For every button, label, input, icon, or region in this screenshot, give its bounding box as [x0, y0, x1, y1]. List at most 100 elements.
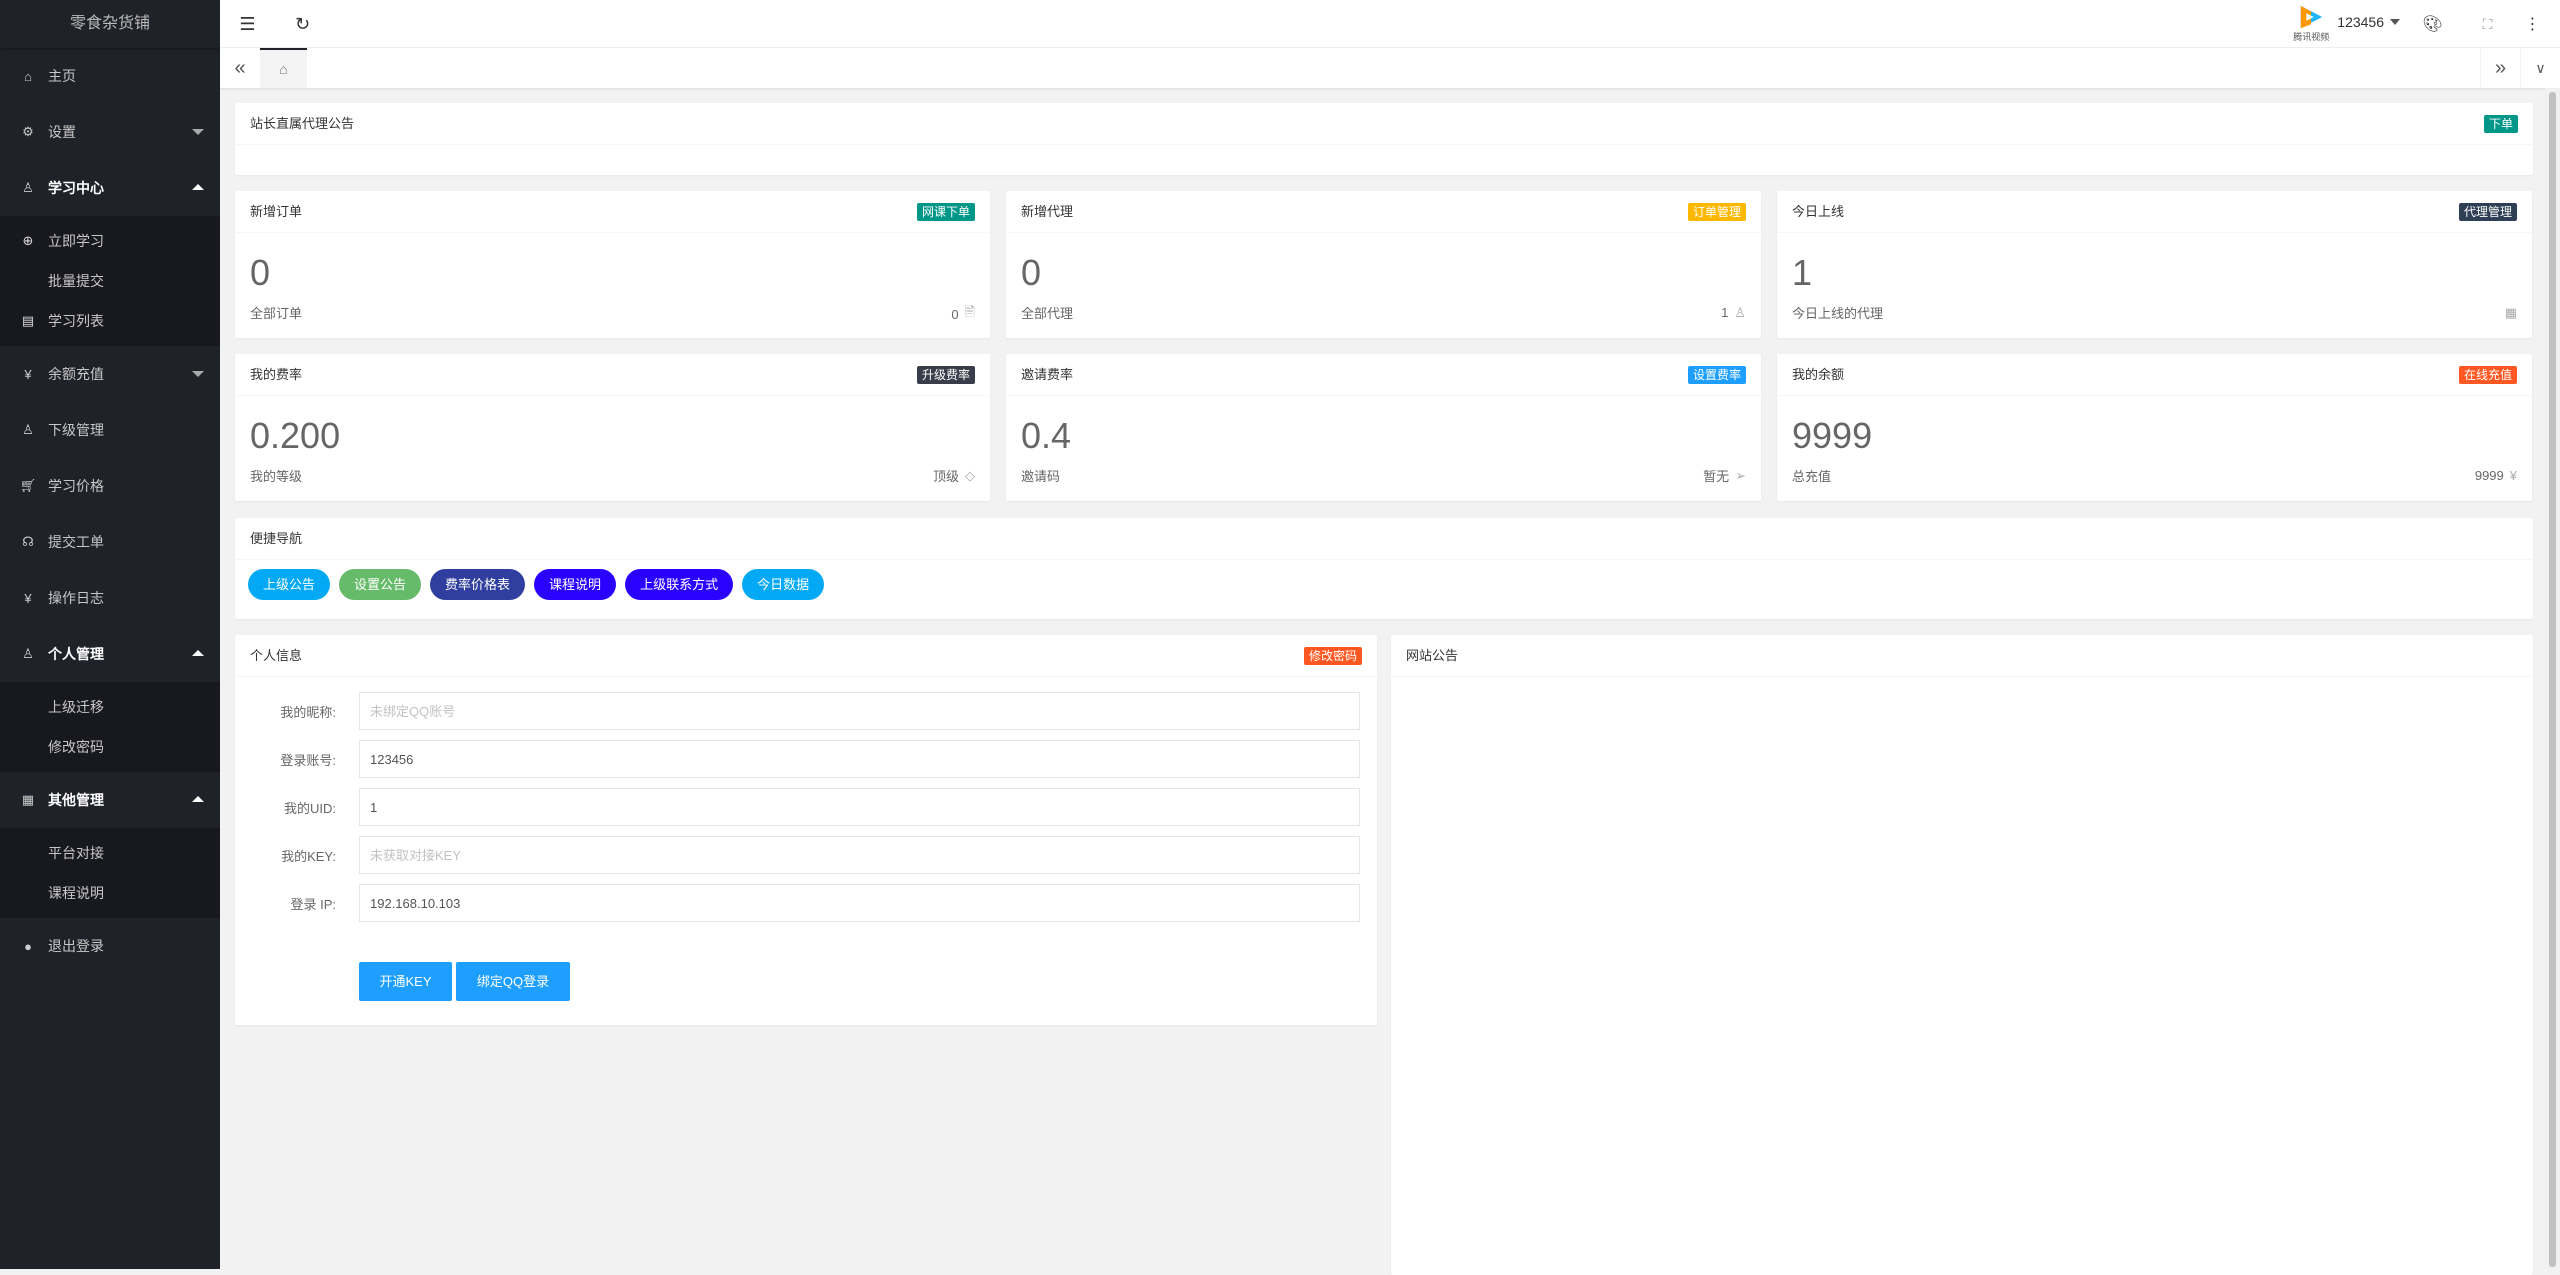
bind-qq-button[interactable]: 绑定QQ登录 [456, 962, 570, 1001]
stat-badge-button[interactable]: 在线充值 [2458, 366, 2517, 384]
sidebar-item-personal[interactable]: ♙ 个人管理 [0, 626, 220, 682]
stat-badge-button[interactable]: 网课下单 [916, 203, 975, 221]
sidebar-item-other[interactable]: ▦ 其他管理 [0, 772, 220, 828]
sidebar-item-logout[interactable]: ● 退出登录 [0, 918, 220, 974]
stat-value: 0 [250, 252, 271, 293]
tabs-dropdown-icon[interactable]: ∨ [2520, 48, 2560, 88]
sidebar-item-op-log[interactable]: ¥ 操作日志 [0, 570, 220, 626]
sidebar-item-ticket[interactable]: ☊ 提交工单 [0, 514, 220, 570]
stat-badge-button[interactable]: 升级费率 [916, 366, 975, 384]
card-header: 新增订单 网课下单 [235, 191, 990, 233]
account-row: 登录账号: [235, 740, 1360, 778]
label: 个人管理 [48, 646, 104, 662]
username: 123456 [2337, 14, 2384, 30]
label: 修改密码 [48, 739, 104, 755]
stat-card: 新增代理 订单管理 0 全部代理 1 ♙ [1006, 191, 1761, 338]
sidebar-item-study-now[interactable]: ⊕ 立即学习 [0, 221, 220, 261]
quick-nav-button[interactable]: 上级公告 [248, 569, 331, 600]
quick-nav-card: 便捷导航 上级公告 设置公告 费率价格表 课程说明 上级联系方式 今日数据 [235, 518, 2533, 619]
quick-nav-button[interactable]: 设置公告 [339, 569, 422, 600]
sidebar-item-home[interactable]: ⌂ 主页 [0, 48, 220, 104]
gear-icon: ⚙ [22, 124, 34, 139]
card-header: 便捷导航 [235, 518, 2533, 560]
sidebar-item-settings[interactable]: ⚙ 设置 [0, 104, 220, 160]
tab-home[interactable]: ⌂ [260, 48, 307, 88]
stat-value: 0.200 [250, 415, 341, 456]
change-password-button[interactable]: 修改密码 [1303, 647, 1362, 665]
quick-nav-button[interactable]: 课程说明 [534, 569, 617, 600]
refresh-icon[interactable]: ↻ [294, 13, 311, 34]
stat-card: 今日上线 代理管理 1 今日上线的代理 ▦ [1777, 191, 2532, 338]
stat-right-value: 1 [1721, 305, 1729, 320]
tabs-scroll-right-icon[interactable]: » [2480, 48, 2520, 88]
login-ip-field[interactable] [359, 884, 1360, 922]
order-badge-button[interactable]: 下单 [2483, 115, 2518, 133]
caret-up-icon [192, 796, 204, 802]
caret-down-icon [192, 371, 204, 377]
sidebar-item-study-list[interactable]: ▤ 学习列表 [0, 301, 220, 341]
open-key-button[interactable]: 开通KEY [359, 962, 452, 1001]
other-submenu: 平台对接 课程说明 [0, 828, 220, 918]
stat-card: 邀请费率 设置费率 0.4 邀请码 暂无 ➢ [1006, 354, 1761, 501]
sidebar-item-sub-agents[interactable]: ♙ 下级管理 [0, 402, 220, 458]
quick-nav-button[interactable]: 上级联系方式 [625, 569, 734, 600]
stat-badge-button[interactable]: 订单管理 [1687, 203, 1746, 221]
home-icon: ⌂ [24, 68, 32, 84]
sidebar-item-study-center[interactable]: ♙ 学习中心 [0, 160, 220, 216]
quick-nav-button[interactable]: 费率价格表 [430, 569, 526, 600]
sidebar-item-recharge[interactable]: ¥ 余额充值 [0, 346, 220, 402]
theme-palette-icon[interactable]: 🎨︎ [2422, 16, 2443, 33]
stat-value: 1 [1792, 252, 1813, 293]
label: 课程说明 [48, 885, 104, 901]
avatar: 腾讯视频 [2291, 2, 2331, 42]
user-menu[interactable]: 腾讯视频 123456 [2291, 2, 2400, 42]
page-scrollbar[interactable] [2545, 88, 2560, 1269]
card-header: 网站公告 [1391, 635, 2533, 677]
site-notice-card: 网站公告 [1391, 635, 2533, 1275]
scrollbar-thumb[interactable] [2549, 92, 2556, 1267]
sidebar-item-study-price[interactable]: 🛒︎ 学习价格 [0, 458, 220, 514]
sidebar-item-migrate[interactable]: 上级迁移 [0, 687, 220, 727]
card-header: 新增代理 订单管理 [1006, 191, 1761, 233]
stat-badge-button[interactable]: 代理管理 [2458, 203, 2517, 221]
field-label: 我的KEY: [281, 848, 336, 864]
video-play-logo-icon [2301, 5, 2323, 29]
label: 上级迁移 [48, 699, 104, 715]
sidebar: 零食杂货铺 ⌂ 主页 ⚙ 设置 ♙ 学习中心 ⊕ 立即学习 批量提交 ▤ 学习列表 ¥ 余额… [0, 0, 220, 1269]
blank-icon [20, 845, 36, 861]
sidebar-item-batch-submit[interactable]: 批量提交 [0, 261, 220, 301]
uid-field[interactable] [359, 788, 1360, 826]
key-field[interactable] [359, 836, 1360, 874]
profile-card: 个人信息 修改密码 我的昵称: 登录账号: 我的UID: 我的KEY: 登录 IP… [235, 635, 1377, 1025]
card-header: 站长直属代理公告 下单 [235, 103, 2533, 145]
label: 平台对接 [48, 845, 104, 861]
key-row: 我的KEY: [235, 836, 1360, 874]
stat-right-value: 0 [951, 306, 959, 322]
stat-footer: 全部代理 1 ♙ [1006, 295, 1761, 330]
stat-card: 我的余额 在线充值 9999 总充值 9999 ¥ [1777, 354, 2532, 501]
stat-badge-button[interactable]: 设置费率 [1687, 366, 1746, 384]
account-field[interactable] [359, 740, 1360, 778]
more-vertical-icon[interactable]: ⋮ [2524, 16, 2541, 33]
stat-footer: 全部订单 0 🗎 [235, 295, 990, 333]
personal-submenu: 上级迁移 修改密码 [0, 682, 220, 772]
stat-right-value: 暂无 [1703, 469, 1730, 484]
tabs-scroll-left-icon[interactable]: « [234, 56, 246, 79]
card-header: 我的余额 在线充值 [1777, 354, 2532, 396]
card-header: 邀请费率 设置费率 [1006, 354, 1761, 396]
sidebar-item-course-info[interactable]: 课程说明 [0, 873, 220, 913]
card-title: 我的费率 [250, 367, 303, 382]
stat-value: 0.4 [1021, 415, 1072, 456]
blank-icon [20, 739, 36, 755]
stat-label: 全部订单 [250, 306, 303, 321]
sidebar-item-change-password[interactable]: 修改密码 [0, 727, 220, 767]
nickname-field[interactable] [359, 692, 1360, 730]
quick-nav-button[interactable]: 今日数据 [742, 569, 825, 600]
fullscreen-icon[interactable]: ⛶ [2482, 15, 2493, 32]
announcement-card: 站长直属代理公告 下单 [235, 103, 2533, 175]
collapse-menu-icon[interactable]: ☰ [239, 13, 256, 34]
users-icon: ♙ [22, 422, 34, 437]
sidebar-item-platform[interactable]: 平台对接 [0, 833, 220, 873]
stat-value: 9999 [1792, 415, 1873, 456]
stat-right-value: 9999 [2474, 468, 2504, 483]
